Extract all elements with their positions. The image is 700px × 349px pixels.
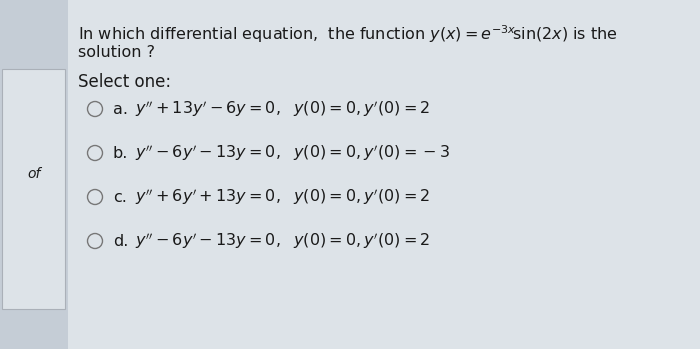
Text: solution ?: solution ? <box>78 45 155 60</box>
Text: of: of <box>27 167 41 181</box>
Text: $y'' -6y' - 13y = 0,$  $y(0) = 0, y'(0) = 2$: $y'' -6y' - 13y = 0,$ $y(0) = 0, y'(0) =… <box>135 231 430 251</box>
Text: d.: d. <box>113 233 128 248</box>
Text: $y'' +6y' + 13y = 0,$  $y(0) = 0, y'(0) = 2$: $y'' +6y' + 13y = 0,$ $y(0) = 0, y'(0) =… <box>135 187 430 207</box>
Text: b.: b. <box>113 146 128 161</box>
Text: a.: a. <box>113 102 128 117</box>
Text: $y'' -6y' - 13y = 0,$  $y(0) = 0, y'(0) = -3$: $y'' -6y' - 13y = 0,$ $y(0) = 0, y'(0) =… <box>135 143 450 163</box>
Text: $y'' +13y' - 6y = 0,$  $y(0) = 0, y'(0) = 2$: $y'' +13y' - 6y = 0,$ $y(0) = 0, y'(0) =… <box>135 99 430 119</box>
Text: In which differential equation,  the function $y(x) = e^{-3x}\!\sin(2x)$ is the: In which differential equation, the func… <box>78 23 617 45</box>
Text: Select one:: Select one: <box>78 73 171 91</box>
FancyBboxPatch shape <box>68 0 700 349</box>
Text: c.: c. <box>113 190 127 205</box>
FancyBboxPatch shape <box>2 69 65 309</box>
